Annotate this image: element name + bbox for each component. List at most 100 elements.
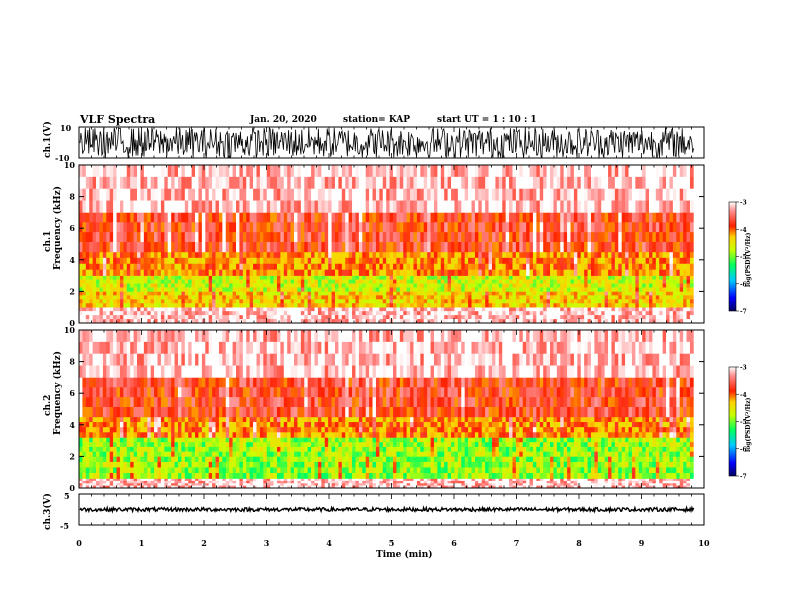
ch1-spectrogram-cell	[126, 263, 131, 270]
ch1-spectrogram-cell	[253, 287, 257, 292]
ch1-spectrogram-cell	[191, 291, 196, 296]
ch1-spectrogram-cell	[314, 303, 319, 308]
ch1-spectrogram-cell	[328, 295, 332, 300]
ch1-spectrogram-cell	[512, 307, 517, 312]
ch1-spectrogram-cell	[174, 222, 179, 233]
ch1-spectrogram-cell	[96, 165, 100, 178]
ch1-spectrogram-cell	[212, 188, 216, 201]
ch1-spectrogram-cell	[215, 176, 220, 189]
ch1-spectrogram-cell	[683, 319, 687, 324]
ch1-spectrogram-cell	[171, 299, 175, 304]
ch1-spectrogram-cell	[133, 188, 138, 201]
ch1-spectrogram-cell	[184, 212, 189, 223]
ch1-spectrogram-cell	[468, 212, 472, 223]
ch1-spectrogram-cell	[222, 269, 227, 276]
ch1-spectrogram-cell	[570, 279, 575, 284]
ch1-spectrogram-cell	[143, 303, 148, 308]
ch1-spectrogram-cell	[567, 303, 571, 308]
ch2-spectrogram-cell	[573, 483, 578, 486]
ch1-spectrogram-cell	[143, 295, 148, 300]
ch1-spectrogram-cell	[512, 176, 517, 189]
ch2-spectrogram-cell	[451, 483, 455, 486]
ch1-spectrogram-cell	[89, 165, 93, 178]
ch2-spectrogram-cell	[133, 483, 138, 486]
ch1-spectrogram-cell	[430, 242, 435, 253]
ch1-spectrogram-cell	[188, 279, 192, 284]
ch1-spectrogram-cell	[297, 307, 302, 312]
ch1-spectrogram-cell	[314, 291, 319, 296]
ch2-spectrogram-cell	[529, 480, 534, 484]
ch1-spectrogram-cell	[311, 188, 315, 201]
ch1-spectrogram-cell	[369, 303, 373, 308]
ch2-spectrogram-cell	[311, 480, 315, 484]
ch1-spectrogram-cell	[618, 176, 622, 189]
ch1-spectrogram-cell	[379, 251, 384, 259]
ch1-spectrogram-cell	[348, 176, 353, 189]
ch1-spectrogram-cell	[604, 307, 609, 312]
ch1-spectrogram-cell	[143, 315, 148, 320]
ch2-spectrogram-cell	[348, 483, 353, 486]
ch1-spectrogram-cell	[311, 315, 315, 320]
ch1-spectrogram-cell	[280, 242, 285, 253]
ch1-spectrogram-cell	[263, 242, 268, 253]
ch1-spectrogram-cell	[638, 275, 643, 280]
ch1-spectrogram-cell	[597, 263, 602, 270]
ch1-spectrogram-cell	[341, 291, 346, 296]
ch1-spectrogram-cell	[416, 242, 421, 253]
ch1-spectrogram-cell	[464, 222, 469, 233]
ch1-spectrogram-cell	[573, 263, 578, 270]
ch1-spectrogram-cell	[577, 200, 582, 213]
ch1-spectrogram-cell	[304, 176, 308, 189]
ch1-spectrogram-cell	[96, 232, 100, 243]
ch1-spectrogram-cell	[509, 242, 513, 253]
ch1-spectrogram-cell	[464, 212, 469, 223]
ch1-spectrogram-cell	[625, 269, 629, 276]
ch1-spectrogram-cell	[471, 200, 476, 213]
ch1-spectrogram-cell	[679, 307, 684, 312]
ch1-spectrogram-cell	[495, 242, 500, 253]
ch1-spectrogram-cell	[321, 279, 326, 284]
ch1-spectrogram-cell	[270, 279, 274, 284]
ch1-spectrogram-cell	[205, 263, 209, 270]
ch1-spectrogram-cell	[174, 242, 179, 253]
ch1-spectrogram-cell	[655, 287, 660, 292]
ch1-spectrogram-cell	[580, 295, 585, 300]
ch1-spectrogram-cell	[410, 251, 414, 259]
ch1-spectrogram-cell	[666, 257, 670, 265]
ch1-spectrogram-cell	[563, 303, 568, 308]
ch1-spectrogram-cell	[437, 200, 442, 213]
ch1-spectrogram-cell	[297, 176, 302, 189]
ch1-spectrogram-cell	[324, 263, 329, 270]
ch2-spectrogram-cell	[451, 485, 455, 489]
ch2-spectrogram-cell	[502, 480, 506, 484]
ch1-spectrogram-cell	[461, 232, 465, 243]
ch1-spectrogram-cell	[137, 295, 141, 300]
ch1-spectrogram-cell	[601, 275, 605, 280]
ch1-spectrogram-cell	[96, 200, 100, 213]
ch1-spectrogram-cell	[82, 242, 87, 253]
ch1-spectrogram-cell	[594, 257, 599, 265]
ch1-spectrogram-cell	[225, 299, 230, 304]
ch1-spectrogram-cell	[212, 295, 216, 300]
ch1-spectrogram-cell	[536, 200, 541, 213]
ch2-spectrogram-cell	[474, 480, 479, 484]
ch2-spectrogram-cell	[355, 478, 360, 482]
ch1-spectrogram-cell	[679, 291, 684, 296]
ch2-spectrogram-cell	[85, 480, 90, 484]
ch1-spectrogram-cell	[621, 200, 626, 213]
ch2-spectrogram-cell	[328, 483, 332, 486]
ch1-spectrogram-cell	[382, 283, 387, 288]
ch2-spectrogram-cell	[365, 480, 370, 484]
ch1-spectrogram-cell	[594, 188, 599, 201]
ch1-spectrogram-cell	[294, 188, 298, 201]
ch2-spectrogram-cell	[106, 480, 111, 484]
ch1-colorbar-tick-label: -4	[740, 227, 747, 234]
ch1-spectrogram-cell	[689, 295, 694, 300]
ch1-spectrogram-cell	[662, 303, 667, 308]
ch1-spectrogram-cell	[328, 269, 332, 276]
ch1-spectrogram-cell	[642, 307, 646, 312]
ch1-spectrogram-cell	[666, 287, 670, 292]
ch1-spectrogram-cell	[642, 287, 646, 292]
ch1-spectrogram-cell	[300, 269, 305, 276]
ch1-spectrogram-cell	[341, 283, 346, 288]
